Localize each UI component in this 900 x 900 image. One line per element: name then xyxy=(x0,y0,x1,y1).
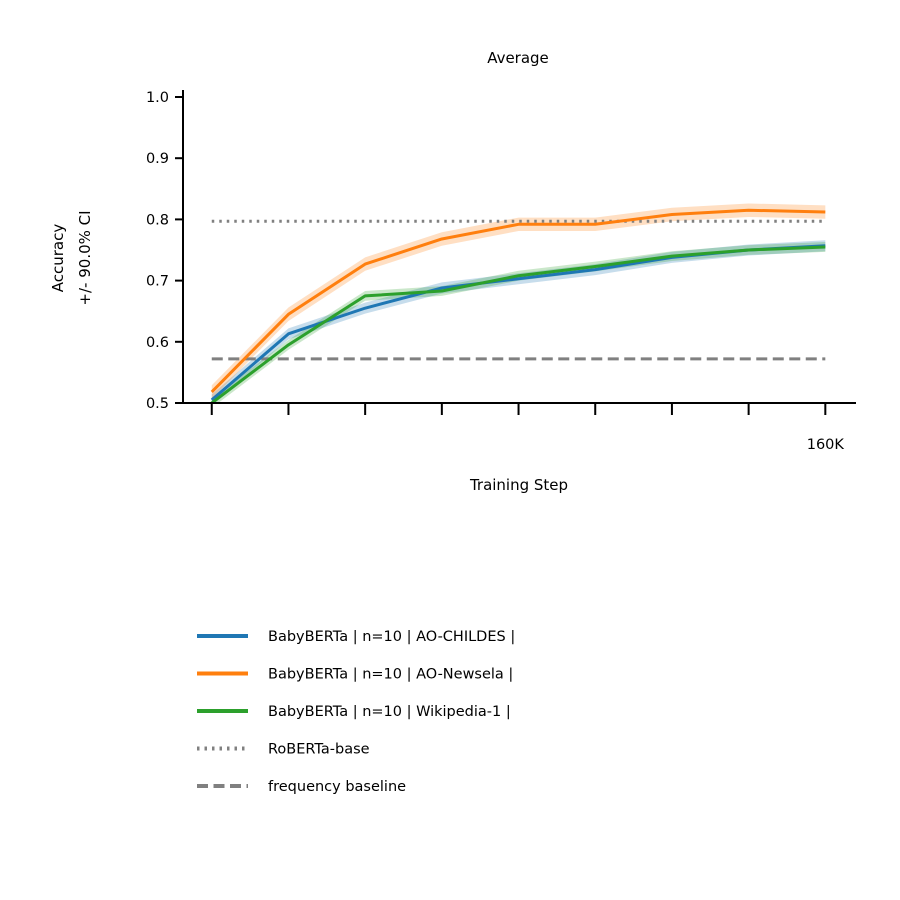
series-lines xyxy=(210,208,826,403)
y-tick-label: 0.7 xyxy=(146,274,169,290)
ci-band xyxy=(211,203,826,399)
x-ticks: 160K xyxy=(210,403,845,453)
legend-label: RoBERTa-base xyxy=(268,742,370,758)
y-ticks: 0.5 0.6 0.7 0.8 0.9 1.0 xyxy=(146,90,183,412)
y-tick-label: 1.0 xyxy=(146,90,169,106)
y-tick-label: 0.8 xyxy=(146,212,169,228)
y-tick-label: 0.9 xyxy=(146,151,169,167)
y-axis-label-line-2: +/- 90.0% CI xyxy=(76,210,94,305)
chart-title: Average xyxy=(487,49,549,67)
y-tick-label: 0.5 xyxy=(146,396,169,412)
x-axis-label: Training Step xyxy=(469,476,568,494)
series-line xyxy=(210,245,826,403)
series-line xyxy=(210,208,826,394)
legend-label: BabyBERTa | n=10 | AO-CHILDES | xyxy=(268,629,515,645)
series-line xyxy=(210,244,826,402)
legend-label: BabyBERTa | n=10 | Wikipedia-1 | xyxy=(268,704,511,720)
legend-label: BabyBERTa | n=10 | AO-Newsela | xyxy=(268,667,513,683)
axes: 0.5 0.6 0.7 0.8 0.9 1.0 160K xyxy=(146,90,856,453)
y-tick-label: 0.6 xyxy=(146,335,169,351)
plot-area xyxy=(210,203,826,403)
legend-label: frequency baseline xyxy=(268,779,406,795)
legend: BabyBERTa | n=10 | AO-CHILDES | BabyBERTa… xyxy=(197,629,515,795)
y-axis-label: Accuracy +/- 90.0% CI xyxy=(49,210,94,305)
x-tick-label: 160K xyxy=(807,437,845,453)
ci-band xyxy=(211,240,826,403)
y-axis-label-line-1: Accuracy xyxy=(49,224,67,293)
baseline-lines xyxy=(211,219,826,361)
